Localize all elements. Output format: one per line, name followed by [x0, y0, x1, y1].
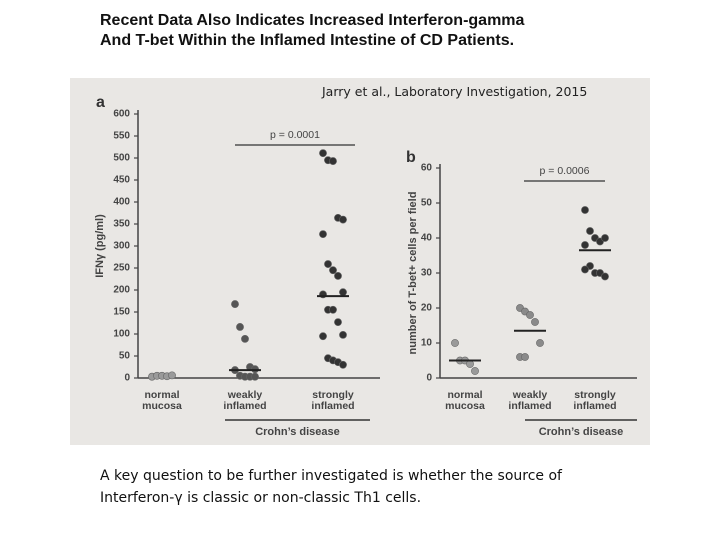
- data-point: [339, 330, 347, 339]
- data-point: [231, 300, 239, 308]
- data-point: [586, 227, 594, 235]
- data-point: [581, 241, 589, 249]
- data-point: [536, 339, 544, 347]
- y-tick-label: 150: [113, 307, 130, 318]
- y-tick-label: 200: [113, 285, 130, 296]
- y-tick-label: 60: [421, 163, 433, 174]
- data-point: [471, 367, 479, 375]
- data-point: [339, 215, 347, 224]
- p-value: p = 0.0006: [540, 165, 590, 177]
- y-tick-label: 0: [124, 373, 130, 384]
- panel-letter: a: [96, 94, 105, 111]
- data-point: [319, 230, 327, 239]
- x-tick-label: normal mucosa: [445, 389, 485, 412]
- y-tick-label: 10: [421, 338, 433, 349]
- data-point: [334, 272, 342, 280]
- y-tick-label: 40: [421, 233, 433, 244]
- y-tick-label: 50: [119, 351, 131, 362]
- data-point: [601, 234, 609, 242]
- data-point: [451, 339, 459, 347]
- data-point: [319, 149, 327, 158]
- y-tick-label: 550: [113, 131, 130, 142]
- y-tick-label: 300: [113, 241, 130, 252]
- data-point: [251, 372, 259, 381]
- caption: A key question to be further investigate…: [100, 468, 562, 484]
- group-label: Crohn’s disease: [539, 426, 624, 438]
- data-point: [601, 272, 609, 281]
- x-tick-label: weakly inflamed: [508, 389, 552, 412]
- y-tick-label: 450: [113, 175, 130, 186]
- data-point: [168, 371, 176, 380]
- data-point: [319, 332, 327, 341]
- citation: Jarry et al., Laboratory Investigation, …: [322, 84, 588, 99]
- caption: Interferon-γ is classic or non-classic T…: [100, 490, 422, 506]
- data-point: [334, 318, 342, 327]
- y-tick-label: 250: [113, 263, 130, 274]
- data-point: [324, 260, 332, 268]
- y-axis-label: IFNγ (pg/ml): [94, 214, 106, 278]
- y-tick-label: 500: [113, 153, 130, 164]
- data-point: [241, 334, 249, 343]
- y-tick-label: 100: [113, 329, 130, 340]
- panel-letter: b: [406, 149, 416, 166]
- y-tick-label: 30: [421, 268, 433, 279]
- data-point: [581, 206, 589, 214]
- x-tick-label: weakly inflamed: [223, 389, 267, 412]
- slide-title: Recent Data Also Indicates Increased Int…: [100, 12, 525, 29]
- figure-background: [70, 78, 650, 445]
- group-label: Crohn’s disease: [255, 426, 340, 438]
- y-tick-label: 400: [113, 197, 130, 208]
- y-tick-label: 0: [426, 373, 432, 384]
- y-axis-label: number of T-bet+ cells per field: [407, 192, 419, 355]
- data-point: [329, 157, 337, 165]
- p-value: p = 0.0001: [270, 129, 320, 141]
- data-point: [339, 288, 347, 297]
- data-point: [236, 323, 244, 331]
- y-tick-label: 350: [113, 219, 130, 230]
- x-tick-label: strongly inflamed: [311, 389, 355, 412]
- data-point: [521, 353, 529, 361]
- y-tick-label: 50: [421, 198, 433, 209]
- data-point: [329, 266, 337, 275]
- data-point: [339, 360, 347, 369]
- x-tick-label: strongly inflamed: [573, 389, 617, 412]
- data-point: [526, 311, 534, 319]
- data-point: [329, 305, 337, 314]
- y-tick-label: 20: [421, 303, 433, 314]
- data-point: [581, 265, 589, 274]
- x-tick-label: normal mucosa: [142, 389, 182, 412]
- data-point: [531, 318, 539, 326]
- y-tick-label: 600: [113, 109, 130, 120]
- slide-title: And T-bet Within the Inflamed Intestine …: [100, 32, 515, 49]
